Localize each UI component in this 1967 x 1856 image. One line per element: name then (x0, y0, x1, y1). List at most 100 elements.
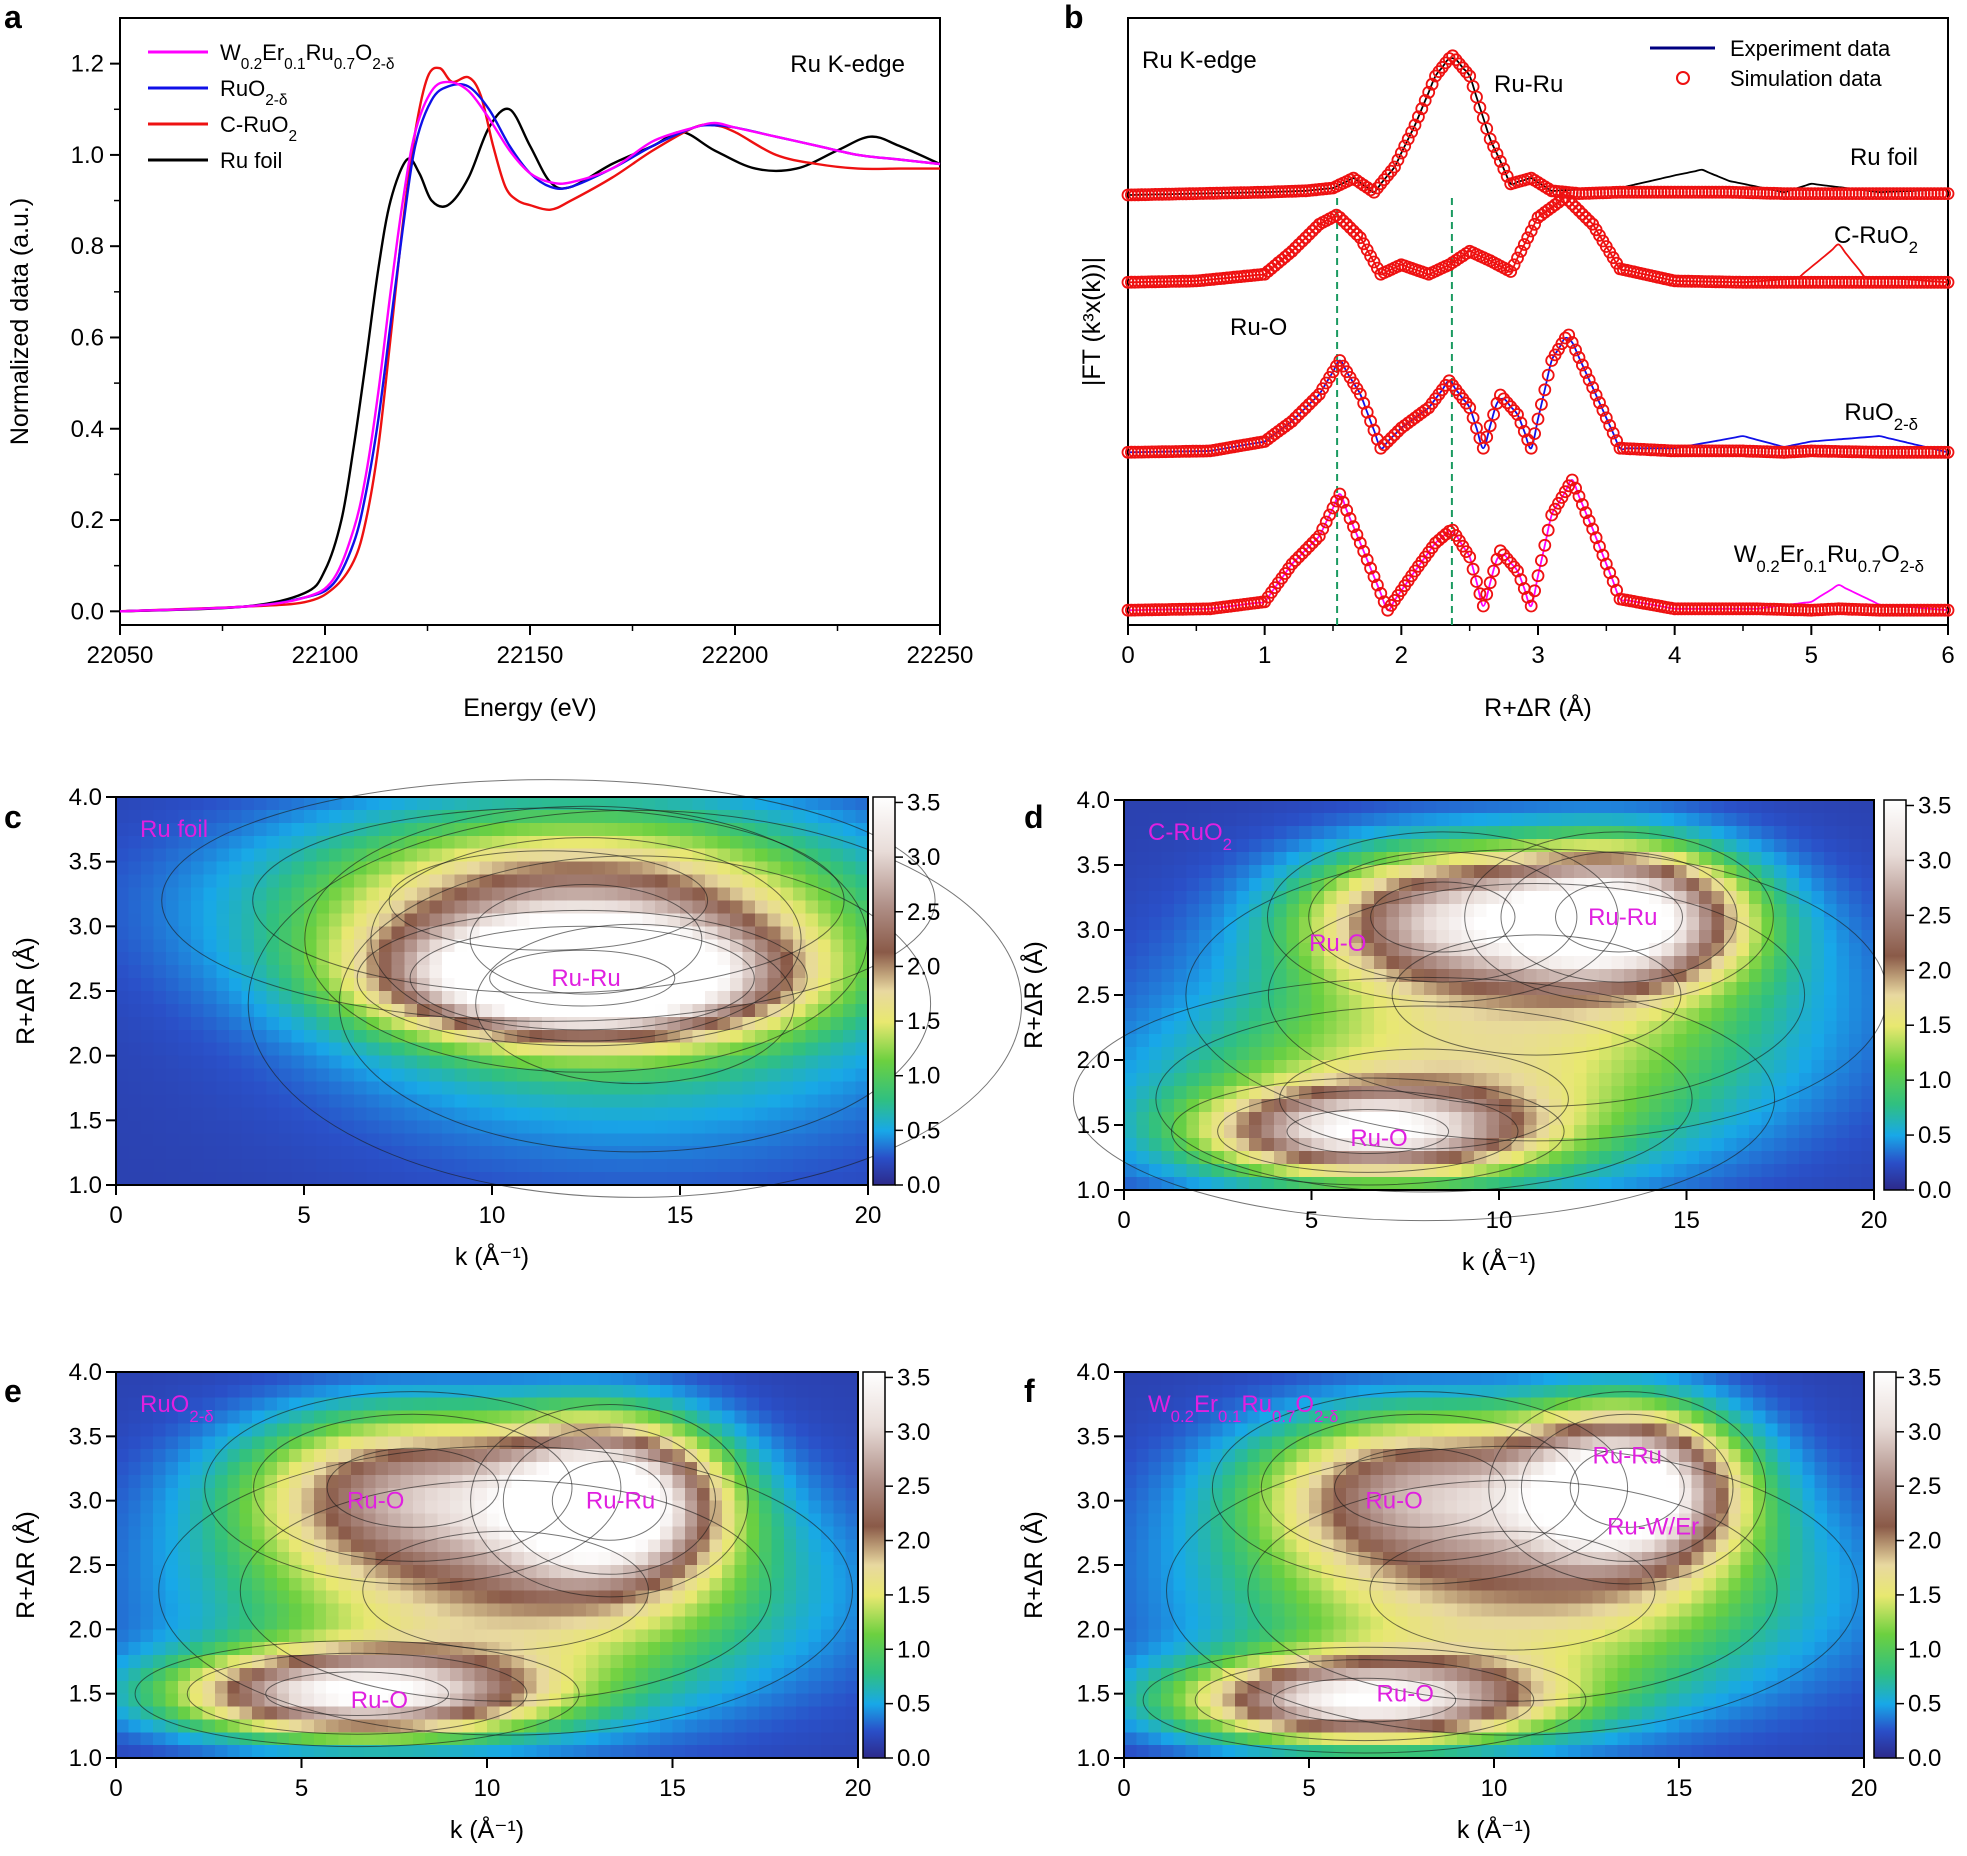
heatmap-cell (1824, 1008, 1838, 1022)
heatmap-cell (1336, 878, 1350, 892)
heatmap-cell (629, 900, 643, 914)
simulation-point (1350, 528, 1364, 542)
heatmap-cell (1811, 956, 1825, 970)
heatmap-cell (517, 978, 531, 992)
heatmap-cell (855, 1029, 869, 1044)
heatmap-cell (492, 887, 506, 902)
heatmap-cell (1711, 917, 1725, 931)
heatmap-cell (755, 1133, 769, 1147)
heatmap-cell (855, 978, 869, 992)
heatmap-cell (492, 1146, 506, 1160)
heatmap-cell (1774, 969, 1788, 983)
heatmap-cell (1511, 1034, 1525, 1048)
heatmap-cell (1561, 1021, 1575, 1035)
heatmap-cell (366, 835, 380, 850)
heatmap-cell (454, 1146, 468, 1160)
heatmap-cell (253, 939, 267, 953)
heatmap-cell (1711, 943, 1725, 957)
heatmap-cell (1149, 852, 1163, 866)
heatmap-cell (1699, 1138, 1713, 1152)
simulation-point (1528, 584, 1541, 598)
heatmap-cell (604, 1016, 618, 1031)
heatmap-cell (830, 1068, 844, 1083)
x-axis-label-b: R+ΔR (Å) (1484, 692, 1592, 722)
heatmap-cell (1624, 852, 1638, 866)
simulation-point (1340, 503, 1354, 517)
heatmap-cell (1299, 1151, 1313, 1165)
heatmap-cell (341, 797, 355, 811)
heatmap-cell (191, 952, 205, 966)
heatmap-cell (329, 887, 343, 902)
heatmap-cell (579, 1107, 593, 1121)
heatmap-cell (705, 1094, 719, 1108)
heatmap-cell (1311, 891, 1325, 905)
heatmap-cell (1499, 1112, 1513, 1126)
heatmap-cell (241, 1081, 255, 1096)
heatmap-cell (466, 861, 481, 876)
heatmap-cell (567, 1107, 581, 1121)
heatmap-cell (1261, 1112, 1275, 1126)
heatmap-cell (1174, 1099, 1188, 1113)
heatmap-cell (705, 913, 719, 927)
heatmap-cell (1311, 904, 1325, 918)
heatmap-cell (667, 900, 681, 914)
heatmap-cell (1549, 1151, 1563, 1165)
heatmap-cell (1124, 839, 1138, 853)
heatmap-cell (1386, 904, 1400, 918)
heatmap-cell (1636, 1047, 1650, 1061)
heatmap-cell (1649, 943, 1663, 957)
simulation-point (1456, 61, 1470, 75)
heatmap-cell (730, 952, 744, 966)
heatmap-cell (642, 913, 656, 927)
heatmap-cell (1424, 1151, 1438, 1165)
heatmap-cell (379, 913, 393, 927)
heatmap-cell (1374, 969, 1388, 983)
heatmap-cell (542, 1172, 556, 1186)
heatmap-cell (278, 1172, 293, 1186)
heatmap-cell (767, 939, 781, 953)
simulation-point (1401, 132, 1415, 146)
heatmap-cell (1749, 1034, 1763, 1048)
heatmap-cell (1174, 1151, 1188, 1165)
heatmap-cell (1136, 956, 1150, 970)
heatmap-cell (692, 874, 706, 889)
simulation-point (1476, 441, 1490, 455)
contour-line-c-0-0 (489, 949, 676, 1007)
heatmap-cell (1361, 891, 1375, 905)
heatmap-cell (730, 1081, 744, 1096)
heatmap-cell (842, 848, 857, 863)
heatmap-cell (1574, 891, 1588, 905)
heatmap-cell (366, 1029, 380, 1044)
heatmap-cell (1236, 956, 1250, 970)
heatmap-cell (1674, 1112, 1688, 1126)
heatmap-cell (304, 926, 318, 940)
heatmap-cell (517, 861, 531, 876)
heatmap-cell (1461, 917, 1475, 931)
heatmap-cell (1236, 1047, 1250, 1061)
simulation-point (1357, 237, 1371, 251)
heatmap-cell (1674, 813, 1688, 827)
heatmap-cell (329, 1172, 343, 1186)
heatmap-cell (542, 900, 556, 914)
heatmap-cell (1799, 930, 1813, 944)
heatmap-cell (379, 861, 393, 876)
heatmap-cell (166, 1146, 180, 1160)
heatmap-cell (1186, 943, 1200, 957)
heatmap-cell (554, 991, 568, 1005)
heatmap-cell (1724, 904, 1738, 918)
heatmap-cell (1449, 930, 1463, 944)
heatmap-cell (1561, 982, 1575, 996)
heatmap-cell (654, 900, 669, 914)
heatmap-cell (1524, 1034, 1538, 1048)
heatmap-cell (1124, 995, 1138, 1009)
heatmap-cell (1736, 852, 1750, 866)
heatmap-cell (492, 952, 506, 966)
heatmap-cell (1399, 865, 1413, 879)
heatmap-cell (1486, 1177, 1500, 1191)
heatmap-cell (842, 939, 857, 953)
heatmap-cell (379, 874, 393, 889)
heatmap-cell (680, 1107, 694, 1121)
heatmap-cell (1636, 1060, 1650, 1074)
heatmap-cell (1249, 891, 1263, 905)
heatmap-cell (1486, 1125, 1500, 1139)
